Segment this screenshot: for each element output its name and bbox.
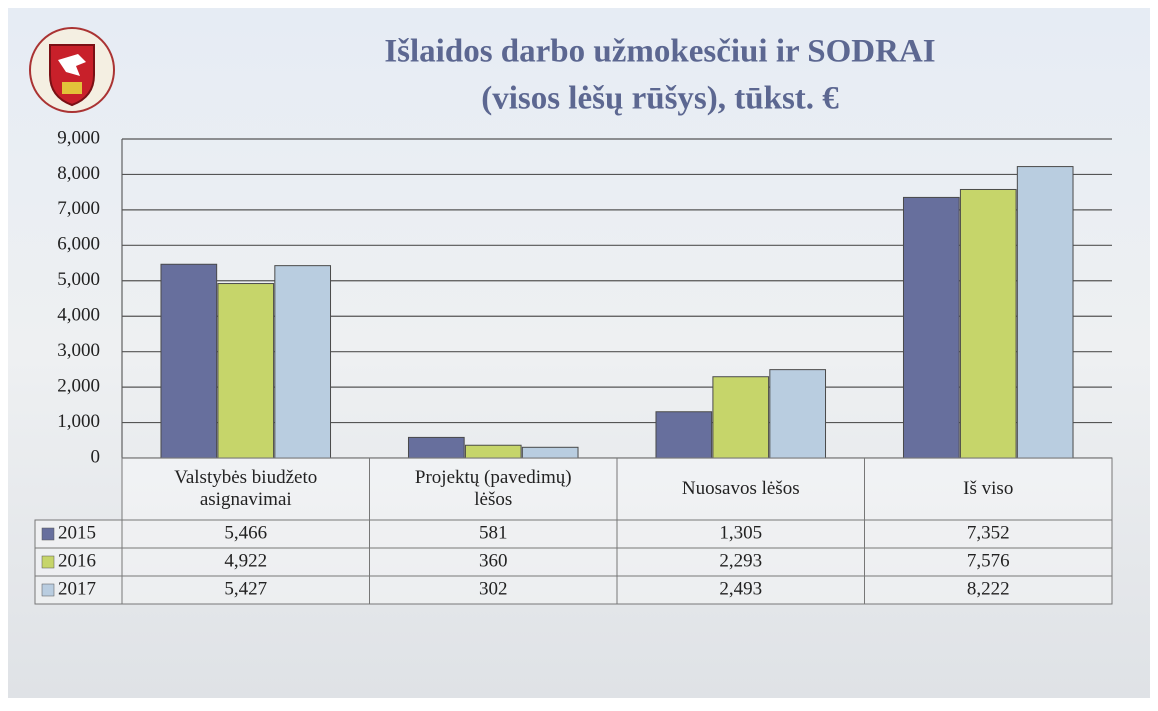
table-body xyxy=(34,519,1113,605)
category-cell-box: Iš viso xyxy=(865,458,1113,520)
bar xyxy=(464,444,522,459)
bar xyxy=(160,263,218,459)
legend-label: 2015 xyxy=(58,522,96,543)
x-tick-label: Projektų (pavedimų) lėšos xyxy=(414,467,572,510)
y-tick-label: 6,000 xyxy=(57,234,100,255)
chart-subtitle: (visos lėšų rūšys), tūkst. € xyxy=(481,81,839,117)
chart-title: Išlaidos darbo užmokesčiui ir SODRAI xyxy=(384,34,935,70)
category-cell-box: Projektų (pavedimų) lėšos xyxy=(370,458,618,520)
bar xyxy=(521,446,579,459)
bar xyxy=(959,188,1017,459)
bar xyxy=(712,376,770,459)
category-cell-box: Valstybės biudžeto asignavimai xyxy=(122,458,370,520)
category-cell: Nuosavos lėšos xyxy=(617,458,865,520)
logo xyxy=(29,27,115,113)
legend-key xyxy=(41,555,55,569)
bar xyxy=(274,265,332,459)
table-value: 2,493 xyxy=(719,578,762,599)
y-tick-label: 8,000 xyxy=(57,163,100,184)
y-tick-label: 2,000 xyxy=(57,375,100,396)
x-tick-label: Iš viso xyxy=(963,478,1014,500)
bar xyxy=(1016,166,1074,459)
legend-key xyxy=(41,527,55,541)
y-tick-label: 0 xyxy=(91,446,101,467)
category-cell: Iš viso xyxy=(865,458,1113,520)
y-tick-label: 9,000 xyxy=(57,127,100,148)
y-tick-label: 4,000 xyxy=(57,305,100,326)
legend-key xyxy=(41,583,55,597)
table-value: 1,305 xyxy=(719,522,762,543)
x-tick-label: Valstybės biudžeto asignavimai xyxy=(174,467,318,510)
y-tick-label: 5,000 xyxy=(57,269,100,290)
table-value: 2,293 xyxy=(719,550,762,571)
bar xyxy=(769,369,827,459)
legend-label: 2016 xyxy=(58,550,96,571)
table-value: 7,576 xyxy=(967,550,1010,571)
category-cell: Projektų (pavedimų) lėšos xyxy=(370,458,618,520)
bar xyxy=(655,411,713,459)
table-value: 581 xyxy=(479,522,508,543)
category-cell: Valstybės biudžeto asignavimai xyxy=(122,458,370,520)
bar xyxy=(902,196,960,459)
table-value: 302 xyxy=(479,578,508,599)
table-value: 7,352 xyxy=(967,522,1010,543)
table-value: 8,222 xyxy=(967,578,1010,599)
y-tick-label: 1,000 xyxy=(57,411,100,432)
table-value: 360 xyxy=(479,550,508,571)
category-cell-box: Nuosavos lėšos xyxy=(617,458,865,520)
table-value: 5,427 xyxy=(224,578,267,599)
bar xyxy=(407,436,465,459)
x-tick-label: Nuosavos lėšos xyxy=(681,478,800,500)
legend-label: 2017 xyxy=(58,578,96,599)
y-tick-label: 7,000 xyxy=(57,198,100,219)
y-tick-label: 3,000 xyxy=(57,340,100,361)
table-value: 5,466 xyxy=(224,522,267,543)
table-value: 4,922 xyxy=(224,550,267,571)
bar xyxy=(217,283,275,459)
